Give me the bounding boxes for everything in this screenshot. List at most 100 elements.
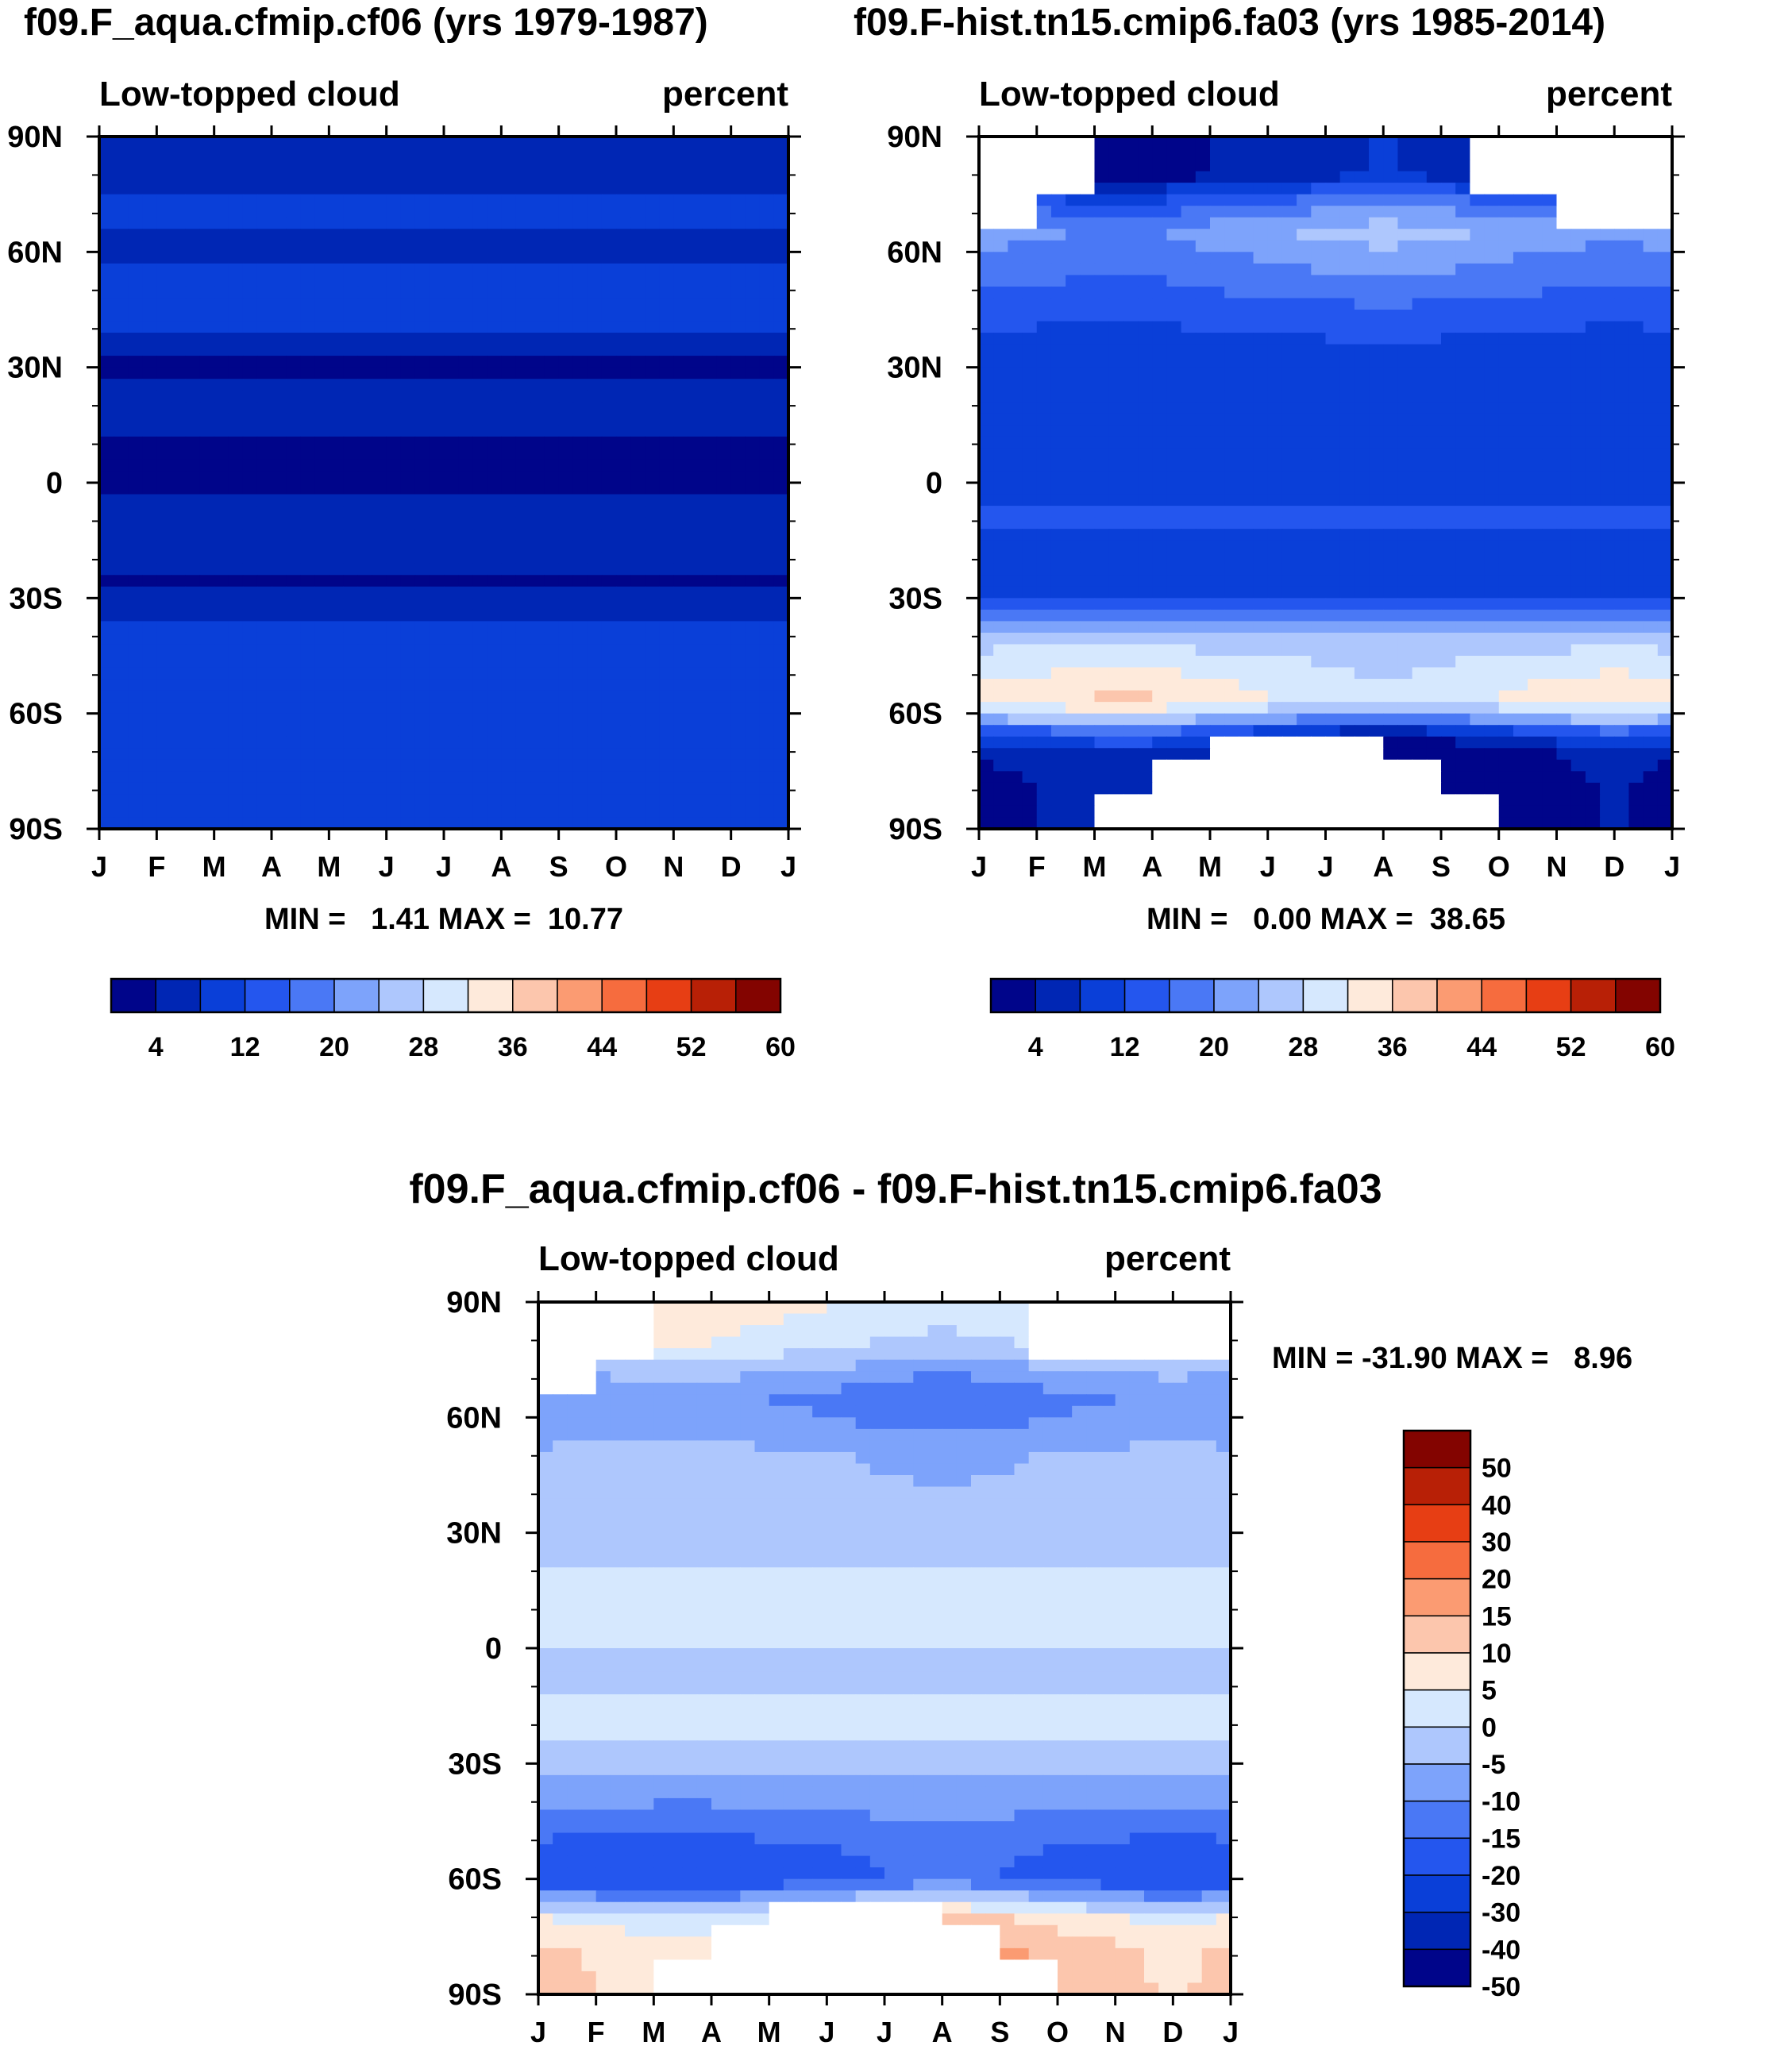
- heatmap-cell: [515, 690, 531, 703]
- heatmap-cell: [1311, 471, 1327, 483]
- heatmap-cell: [1253, 286, 1269, 299]
- heatmap-cell: [1108, 263, 1124, 275]
- heatmap-cell: [1455, 148, 1470, 160]
- heatmap-cell: [185, 229, 201, 241]
- heatmap-cell: [993, 275, 1008, 287]
- heatmap-cell: [1138, 217, 1153, 229]
- heatmap-cell: [544, 286, 560, 299]
- heatmap-cell: [286, 609, 301, 622]
- heatmap-cell: [1426, 321, 1442, 333]
- heatmap-cell: [1253, 356, 1269, 368]
- heatmap-cell: [429, 644, 445, 657]
- heatmap-cell: [1528, 529, 1543, 541]
- heatmap-cell: [314, 782, 329, 795]
- heatmap-cell: [601, 679, 617, 691]
- heatmap-cell: [429, 229, 445, 241]
- heatmap-cell: [1281, 413, 1297, 426]
- heatmap-cell: [759, 575, 775, 587]
- heatmap-cell: [343, 759, 359, 772]
- heatmap-cell: [572, 448, 588, 460]
- heatmap-cell: [1066, 183, 1081, 195]
- heatmap-cell: [314, 286, 329, 299]
- heatmap-cell: [357, 298, 373, 310]
- heatmap-cell: [329, 367, 345, 379]
- heatmap-cell: [199, 402, 215, 414]
- heatmap-cell: [458, 702, 473, 715]
- heatmap-cell: [630, 310, 646, 322]
- heatmap-cell: [773, 263, 789, 275]
- heatmap-cell: [702, 148, 718, 160]
- heatmap-cell: [1166, 286, 1182, 299]
- heatmap-cell: [530, 298, 545, 310]
- heatmap-cell: [487, 183, 502, 195]
- heatmap-cell: [242, 367, 258, 379]
- heatmap-cell: [1600, 436, 1615, 449]
- heatmap-cell: [530, 506, 545, 518]
- heatmap-cell: [515, 171, 531, 183]
- heatmap-cell: [1397, 483, 1413, 495]
- heatmap-cell: [1297, 494, 1312, 507]
- heatmap-cell: [645, 702, 660, 715]
- heatmap-cell: [1643, 137, 1659, 149]
- heatmap-cell: [587, 183, 603, 195]
- heatmap-cell: [659, 229, 674, 241]
- heatmap-cell: [501, 425, 517, 437]
- heatmap-cell: [444, 448, 459, 460]
- heatmap-cell: [659, 540, 674, 553]
- heatmap-cell: [343, 367, 359, 379]
- heatmap-cell: [1498, 137, 1514, 149]
- heatmap-cell: [688, 759, 703, 772]
- heatmap-cell: [1138, 229, 1153, 241]
- heatmap-cell: [1239, 575, 1254, 587]
- heatmap-cell: [1614, 333, 1630, 345]
- heatmap-cell: [156, 771, 172, 784]
- heatmap-cell: [702, 667, 718, 680]
- heatmap-cell: [1066, 552, 1081, 564]
- heatmap-cell: [1528, 586, 1543, 599]
- heatmap-cell: [1643, 598, 1659, 611]
- heatmap-cell: [1455, 229, 1470, 241]
- heatmap-cell: [1542, 229, 1558, 241]
- heatmap-cell: [1614, 598, 1630, 611]
- heatmap-cell: [688, 390, 703, 403]
- heatmap-cell: [142, 459, 157, 472]
- heatmap-cell: [1210, 448, 1225, 460]
- heatmap-cell: [1542, 552, 1558, 564]
- heatmap-cell: [1094, 229, 1110, 241]
- heatmap-cell: [142, 252, 157, 264]
- heatmap-cell: [515, 609, 531, 622]
- heatmap-cell: [286, 356, 301, 368]
- heatmap-cell: [773, 702, 789, 715]
- heatmap-cell: [530, 137, 545, 149]
- heatmap-cell: [601, 529, 617, 541]
- heatmap-cell: [114, 390, 129, 403]
- heatmap-cell: [300, 194, 315, 206]
- heatmap-cell: [688, 263, 703, 275]
- heatmap-cell: [1441, 517, 1456, 530]
- heatmap-cell: [142, 494, 157, 507]
- heatmap-cell: [314, 667, 329, 680]
- heatmap-cell: [601, 656, 617, 668]
- heatmap-cell: [357, 402, 373, 414]
- heatmap-cell: [730, 506, 746, 518]
- heatmap-cell: [99, 540, 114, 553]
- heatmap-cell: [487, 794, 502, 807]
- heatmap-cell: [372, 713, 387, 726]
- heatmap-cell: [630, 321, 646, 333]
- heatmap-cell: [745, 321, 761, 333]
- heatmap-cell: [587, 310, 603, 322]
- heatmap-cell: [1239, 448, 1254, 460]
- heatmap-cell: [1066, 402, 1081, 414]
- heatmap-cell: [616, 183, 631, 195]
- heatmap-cell: [745, 667, 761, 680]
- heatmap-cell: [128, 436, 143, 449]
- heatmap-cell: [572, 725, 588, 738]
- heatmap-cell: [558, 483, 574, 495]
- heatmap-cell: [272, 586, 287, 599]
- heatmap-cell: [530, 344, 545, 356]
- heatmap-cell: [515, 552, 531, 564]
- heatmap-cell: [472, 656, 488, 668]
- heatmap-cell: [199, 286, 215, 299]
- heatmap-cell: [993, 413, 1008, 426]
- heatmap-cell: [185, 517, 201, 530]
